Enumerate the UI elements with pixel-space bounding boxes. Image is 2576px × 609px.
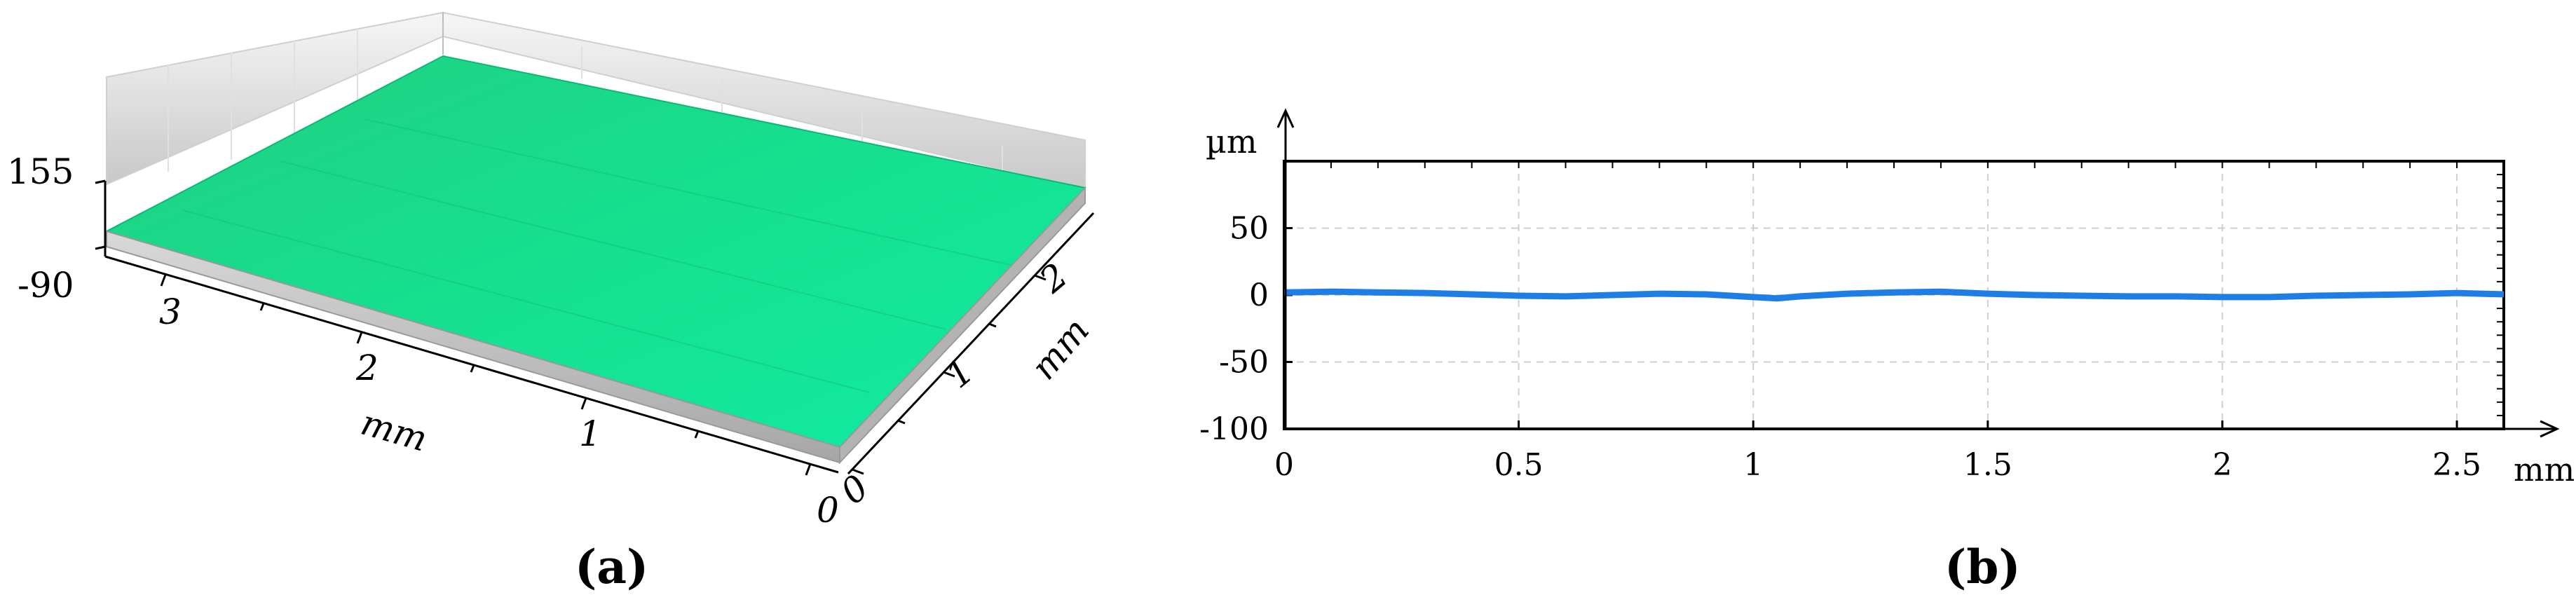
y-tick-1: 1: [938, 350, 981, 396]
x-tick-label: 2.5: [2432, 447, 2481, 483]
x-tick-labels: 0 0.5 1 1.5 2 2.5: [1274, 447, 2481, 483]
x-tick-label: 2: [2212, 447, 2232, 483]
y-tick-labels: 50 0 -50 -100: [1199, 211, 1269, 448]
profile-line: [1283, 288, 2505, 302]
z-bottom-label: -90: [18, 265, 74, 306]
y-tick-0: 0: [833, 467, 876, 512]
x-axis-ticks: [160, 274, 812, 476]
z-top-label: 155: [7, 151, 74, 192]
y-tick-label: -50: [1219, 345, 1269, 381]
panel-b-profile-chart: 50 0 -50 -100 0 0.5 1 1.5 2 2.5 µm mm (b): [1199, 108, 2575, 594]
x-tick-label: 1.5: [1963, 447, 2012, 483]
y-axis-unit: mm: [1023, 310, 1097, 388]
x-tick-label: 0.5: [1494, 447, 1543, 483]
x-tick-label: 1: [1743, 447, 1763, 483]
y-tick-label: 50: [1229, 211, 1269, 247]
y-axis-ticks: [852, 274, 1047, 475]
panel-b-label: (b): [1944, 540, 2021, 594]
x-tick-3: 3: [159, 292, 182, 332]
panel-a-3d-surface: 155 -90 3 2 1 0 mm 0 1 2 mm (: [7, 11, 1097, 594]
x-axis-line: [104, 255, 839, 474]
x-tick-0: 0: [817, 490, 839, 531]
y-tick-2: 2: [1032, 255, 1075, 301]
x-tick-label: 0: [1274, 447, 1294, 483]
minor-ticks: [1283, 160, 2505, 430]
y-axis-line: [847, 212, 1095, 475]
base-front-right: [839, 186, 1086, 465]
x-tick-2: 2: [355, 348, 379, 388]
x-axis-unit: mm: [357, 402, 432, 460]
x-tick-1: 1: [579, 413, 601, 454]
y-tick-label: -100: [1199, 411, 1269, 447]
x-axis-unit-b: mm: [2514, 451, 2575, 488]
z-axis: [95, 179, 107, 256]
panel-a-label: (a): [575, 540, 648, 594]
y-axis-unit-b: µm: [1206, 123, 1258, 160]
y-tick-label: 0: [1249, 278, 1269, 313]
